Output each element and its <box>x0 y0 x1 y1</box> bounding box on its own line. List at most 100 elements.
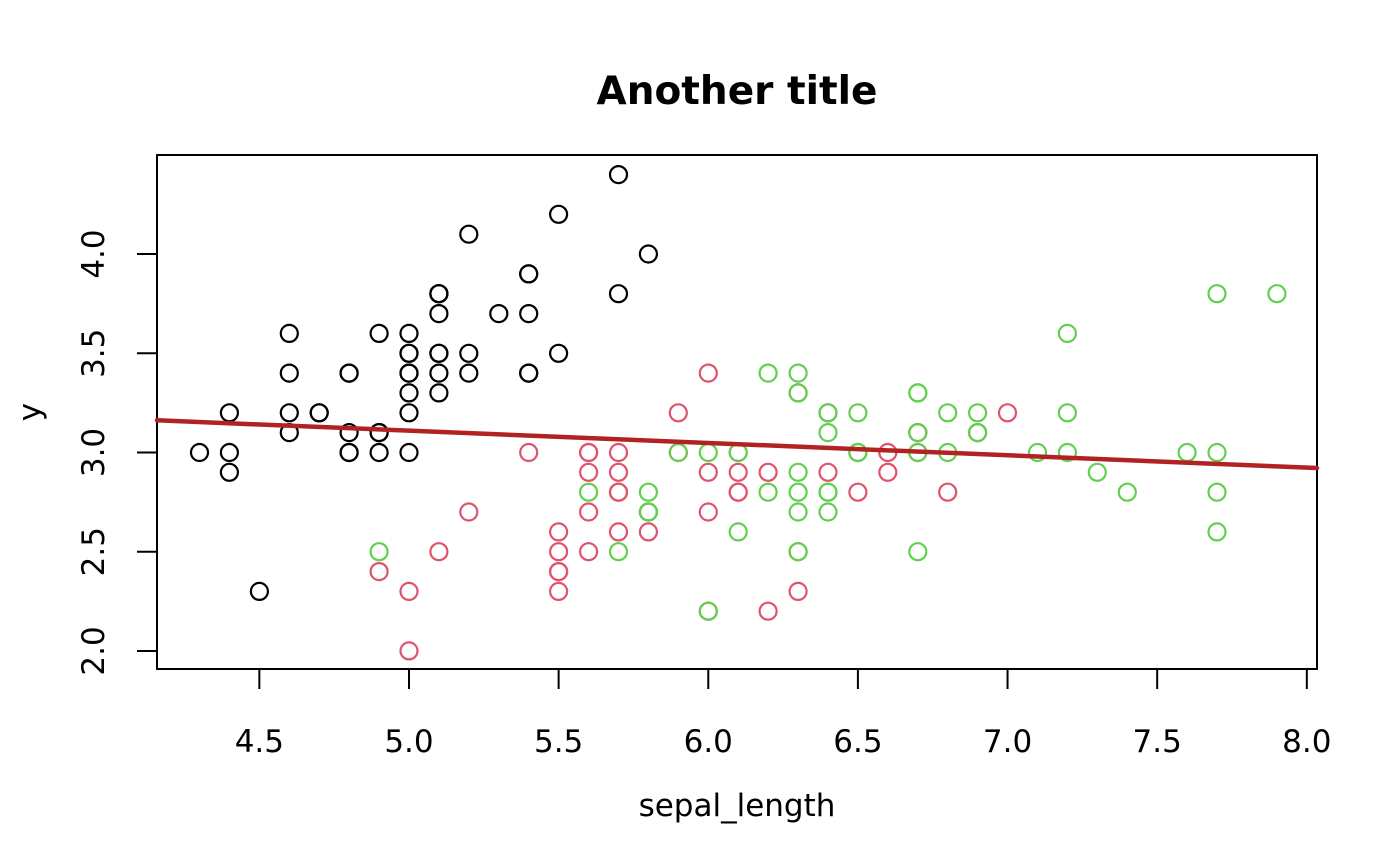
data-point-green <box>668 442 688 463</box>
data-point-black <box>369 323 389 343</box>
data-point-red <box>548 581 569 602</box>
data-point-red <box>698 363 718 383</box>
data-point-red <box>938 482 958 502</box>
data-point-black <box>219 403 239 423</box>
data-point-green <box>1057 323 1078 343</box>
data-point-black <box>489 304 509 324</box>
data-point-green <box>638 502 659 522</box>
trend-line-layer <box>154 418 1320 471</box>
data-point-green <box>608 542 629 562</box>
data-point-red <box>369 561 389 582</box>
data-point-green <box>908 542 928 562</box>
data-point-red <box>578 502 599 522</box>
data-point-red <box>399 641 419 661</box>
x-tick-label: 7.0 <box>983 724 1032 760</box>
data-point-green <box>1207 442 1227 463</box>
x-tick-label: 6.5 <box>833 724 882 760</box>
data-point-black <box>279 363 299 383</box>
data-point-green <box>908 423 928 443</box>
data-point-red <box>698 502 718 522</box>
data-point-black <box>369 423 389 443</box>
data-point-green <box>1087 462 1107 482</box>
data-points <box>189 165 1287 661</box>
data-point-black <box>459 363 479 383</box>
data-point-green <box>578 482 599 502</box>
data-point-red <box>758 601 778 621</box>
data-point-red <box>608 462 629 482</box>
data-point-green <box>788 363 808 383</box>
y-axis-label: y <box>12 403 48 421</box>
y-axis: 2.0 2.5 3.0 3.5 4.0 <box>76 229 157 676</box>
data-point-black <box>399 442 419 463</box>
data-point-green <box>1057 403 1078 423</box>
chart-title: Another title <box>597 69 878 114</box>
data-point-red <box>519 442 539 463</box>
data-point-black <box>399 363 419 383</box>
data-point-black <box>399 383 419 403</box>
data-point-green <box>1207 284 1227 304</box>
y-tick-label: 3.5 <box>76 329 112 378</box>
data-point-green <box>818 423 838 443</box>
data-point-red <box>578 542 599 562</box>
regression-line <box>154 418 1320 471</box>
data-point-green <box>788 383 808 403</box>
data-point-red <box>429 542 449 562</box>
data-point-green <box>788 502 808 522</box>
data-point-green <box>967 423 988 443</box>
data-point-black <box>189 442 210 463</box>
data-point-green <box>1057 442 1078 463</box>
data-point-green <box>818 502 838 522</box>
data-point-green <box>818 482 838 502</box>
x-tick-label: 7.5 <box>1133 724 1182 760</box>
data-point-green <box>788 462 808 482</box>
data-point-black <box>519 304 539 324</box>
data-point-red <box>608 482 629 502</box>
data-point-green <box>698 442 718 463</box>
y-tick-label: 4.0 <box>76 229 112 278</box>
y-tick-label: 2.0 <box>76 626 112 675</box>
data-point-black <box>339 363 359 383</box>
data-point-green <box>788 482 808 502</box>
data-point-green <box>788 542 808 562</box>
data-point-black <box>608 284 629 304</box>
data-point-green <box>1177 442 1197 463</box>
data-point-green <box>1267 284 1287 304</box>
x-tick-label: 8.0 <box>1282 724 1331 760</box>
data-point-red <box>728 482 748 502</box>
data-point-green <box>698 601 718 621</box>
data-point-black <box>399 343 419 363</box>
data-point-red <box>728 462 748 482</box>
data-point-green <box>1207 522 1227 542</box>
data-point-black <box>429 284 449 304</box>
data-point-black <box>219 442 239 463</box>
data-point-green <box>1117 482 1137 502</box>
data-point-red <box>698 462 718 482</box>
data-point-black <box>429 304 449 324</box>
data-point-green <box>758 363 778 383</box>
y-tick-label: 3.0 <box>76 428 112 477</box>
x-tick-label: 5.5 <box>534 724 583 760</box>
data-point-green <box>369 542 389 562</box>
data-point-black <box>399 403 419 423</box>
data-point-black <box>309 403 329 423</box>
data-point-black <box>279 323 299 343</box>
data-point-green <box>938 403 958 423</box>
data-point-red <box>608 522 629 542</box>
data-point-black <box>219 462 239 482</box>
data-point-red <box>608 442 629 463</box>
data-point-red <box>548 561 569 582</box>
data-point-red <box>578 442 599 463</box>
data-point-black <box>399 323 419 343</box>
data-point-black <box>548 343 569 363</box>
data-point-red <box>548 542 569 562</box>
data-point-red <box>788 581 808 602</box>
data-point-black <box>279 403 299 423</box>
data-point-black <box>459 224 479 244</box>
data-point-black <box>339 442 359 463</box>
data-point-green <box>848 442 868 463</box>
data-point-green <box>1027 442 1048 463</box>
x-axis-label: sepal_length <box>639 788 836 824</box>
data-point-green <box>818 403 838 423</box>
